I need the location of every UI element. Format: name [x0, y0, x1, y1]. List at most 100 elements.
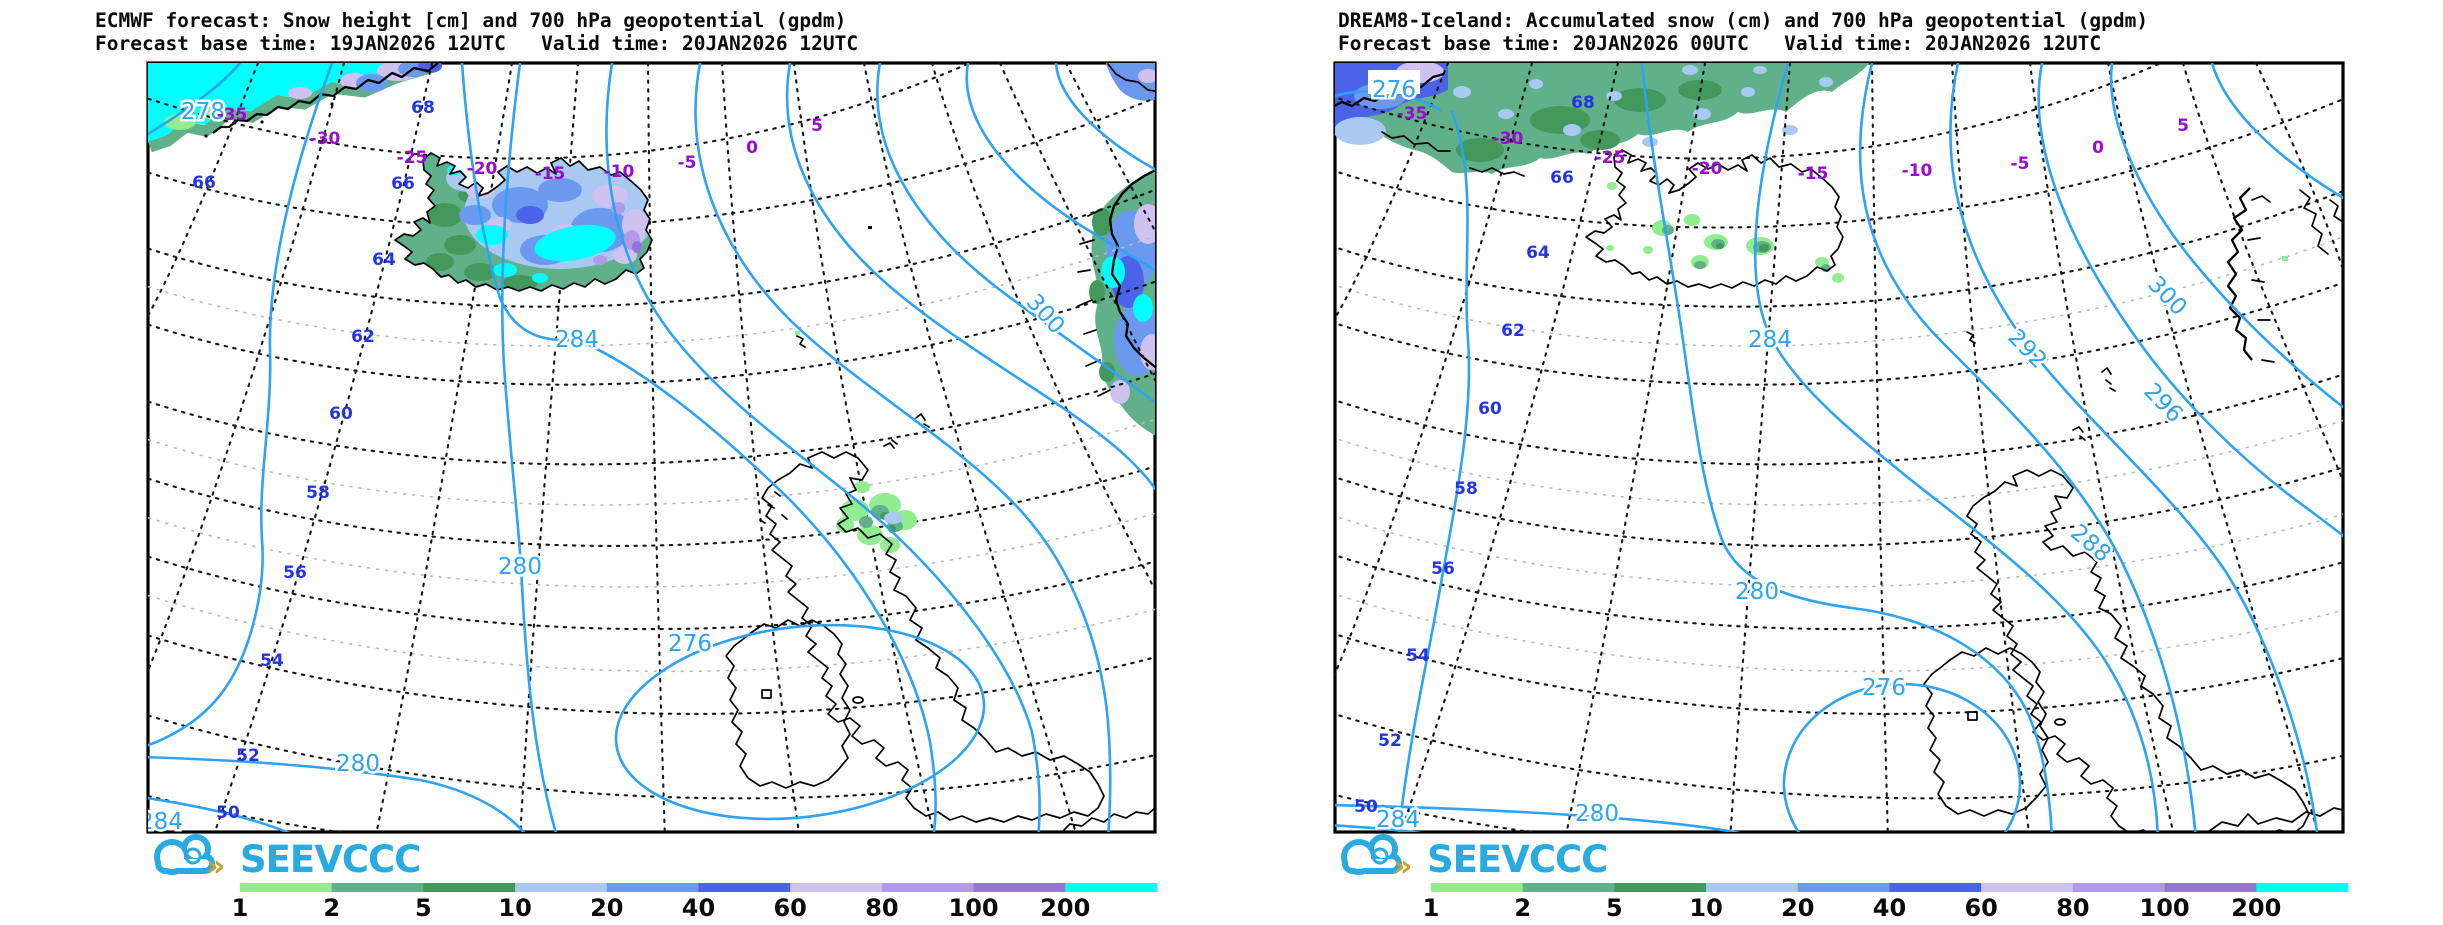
legend-value: 40 — [1873, 894, 1906, 922]
legend-color-swatch — [515, 883, 608, 892]
legend-value: 100 — [2140, 894, 2190, 922]
legend-value: 5 — [1606, 894, 1623, 922]
logo-text-left: SEEVCCC — [240, 838, 420, 881]
right-panel-subtitle: Forecast base time: 20JAN2026 00UTC Vali… — [1338, 32, 2101, 55]
contour-label: 276 — [1862, 675, 1906, 701]
contours-right — [1335, 63, 2343, 832]
cloud-icon — [184, 847, 202, 865]
latitude-label: 50 — [1354, 797, 1378, 817]
legend-color-swatch — [1889, 883, 1982, 892]
latitude-label: 62 — [1501, 321, 1525, 341]
seevccc-logo-left: » SEEVCCC — [154, 834, 421, 884]
right-map: 276284280276280284288292296300-35-30-25-… — [1335, 63, 2343, 833]
latitude-label: 56 — [1431, 559, 1455, 579]
legend-value: 80 — [2056, 894, 2089, 922]
legend-color-swatch — [2164, 883, 2257, 892]
longitude-label: 5 — [2177, 116, 2189, 136]
longitude-label: -30 — [310, 129, 341, 149]
longitude-label: 0 — [2092, 138, 2104, 158]
contour-label: 284 — [1748, 327, 1792, 353]
longitude-label: -30 — [1493, 129, 1524, 149]
logo-arrow-icon: » — [1393, 849, 1412, 884]
sub-graticule-left — [148, 234, 1155, 673]
longitude-label: -15 — [1798, 164, 1829, 184]
contour-label: 276 — [1372, 77, 1416, 103]
longitude-label: -20 — [467, 159, 498, 179]
legend-value: 60 — [1964, 894, 1997, 922]
legend-color-swatch — [1431, 883, 1524, 892]
contour-label: 284 — [139, 809, 183, 835]
contour-label: 280 — [498, 554, 542, 580]
right-panel-title: DREAM8-Iceland: Accumulated snow (cm) an… — [1338, 9, 2148, 32]
legend-color-swatch — [1065, 883, 1158, 892]
latitude-label: 66 — [391, 174, 415, 194]
contour-label-box — [1368, 70, 1420, 94]
longitude-label: -5 — [678, 153, 697, 173]
left-panel: ECMWF forecast: Snow height [cm] and 700… — [95, 9, 1158, 922]
longitude-label: -15 — [535, 164, 566, 184]
coastlines-right — [1923, 187, 2343, 832]
longitude-label: -25 — [1595, 148, 1626, 168]
legend-color-swatch — [423, 883, 516, 892]
legend-color-swatch — [1797, 883, 1890, 892]
legend-value: 20 — [1781, 894, 1814, 922]
latitude-label: 60 — [1478, 399, 1502, 419]
legend-color-swatch — [790, 883, 883, 892]
contour-label: 276 — [668, 631, 712, 657]
legend-value: 10 — [498, 894, 531, 922]
legend-value: 10 — [1689, 894, 1722, 922]
longitude-label: 5 — [811, 116, 823, 136]
legend-color-swatch — [973, 883, 1066, 892]
right-map-frame — [1333, 61, 2345, 834]
latitude-label: 66 — [192, 173, 216, 193]
longitude-label: -25 — [397, 148, 428, 168]
longitude-label: -10 — [1902, 161, 1933, 181]
logo-text-right: SEEVCCC — [1427, 838, 1607, 881]
sub-graticule-right — [1335, 236, 2343, 673]
legend-color-swatch — [2072, 883, 2166, 892]
graticule-meridians-left — [148, 63, 1155, 832]
latitude-label: 54 — [1406, 646, 1430, 666]
longitude-label: -20 — [1692, 159, 1723, 179]
right-panel: DREAM8-Iceland: Accumulated snow (cm) an… — [1333, 9, 2349, 922]
left-panel-title: ECMWF forecast: Snow height [cm] and 700… — [95, 9, 846, 32]
latitude-label: 64 — [372, 250, 396, 270]
legend-value: 100 — [949, 894, 999, 922]
latitude-label: 66 — [1550, 168, 1574, 188]
legend-color-swatch — [1522, 883, 1615, 892]
legend-color-swatch — [881, 883, 975, 892]
latitude-label: 52 — [236, 746, 260, 766]
latitude-label: 58 — [306, 483, 330, 503]
legend-value: 40 — [682, 894, 715, 922]
legend-color-swatch — [1614, 883, 1707, 892]
left-panel-subtitle: Forecast base time: 19JAN2026 12UTC Vali… — [95, 32, 858, 55]
latitude-label: 50 — [216, 803, 240, 823]
latitude-label: 52 — [1378, 731, 1402, 751]
logo-arrow-icon: » — [206, 849, 225, 884]
graticule-parallels-right — [1335, 63, 2343, 832]
longitude-label: -35 — [1397, 104, 1428, 124]
legend-value: 1 — [1423, 894, 1440, 922]
legend-color-swatch — [1981, 883, 2074, 892]
cloud-icon — [1371, 847, 1389, 865]
legend-value: 20 — [590, 894, 623, 922]
latitude-label: 60 — [329, 404, 353, 424]
latitude-label: 68 — [1571, 93, 1595, 113]
contour-label: 284 — [1376, 807, 1420, 833]
latitude-label: 68 — [411, 98, 435, 118]
snow-legend-right: 1 2 5 10 20 40 60 80 100 200 — [1423, 883, 2349, 922]
seevccc-logo-right: » SEEVCCC — [1341, 834, 1608, 884]
contour-label: 280 — [1575, 801, 1619, 827]
latitude-label: 64 — [1526, 243, 1550, 263]
legend-value: 2 — [1514, 894, 1531, 922]
legend-value: 1 — [232, 894, 249, 922]
legend-value: 5 — [415, 894, 432, 922]
legend-value: 200 — [2231, 894, 2281, 922]
longitude-label: -35 — [217, 105, 248, 125]
left-map-frame — [146, 61, 1157, 834]
contour-label: 278 — [181, 99, 225, 125]
latitude-label: 58 — [1454, 479, 1478, 499]
longitude-label: -5 — [2011, 154, 2030, 174]
